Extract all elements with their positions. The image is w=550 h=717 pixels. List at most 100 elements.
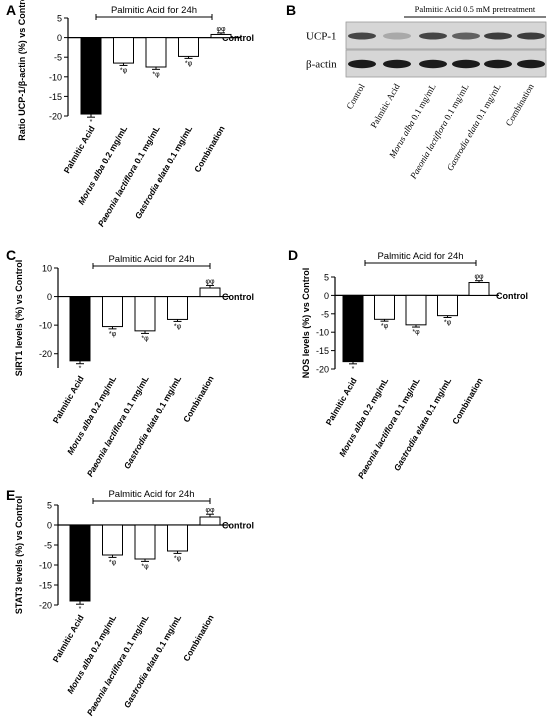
category-label: Paeonia lactiflora 0.1 mg/mL (85, 374, 151, 478)
ucp1-band (452, 32, 480, 40)
control-label: Control (496, 291, 528, 301)
bar (80, 37, 102, 115)
category-label: Palmitic Acid (324, 376, 359, 427)
y-axis-label: SIRT1 levels (%) vs Control (14, 260, 24, 377)
chart-panel-a: A 5 0 -5 -10 -15 -20 Ratio UCP-1/β-actin (%) vs… (6, 0, 254, 228)
bar (69, 296, 91, 362)
control-label: Control (222, 292, 254, 302)
label-suffix: 0.1 mg/mL (422, 376, 453, 419)
bar (167, 524, 188, 552)
label-suffix: 0.1 mg/mL (131, 124, 162, 167)
y-tick-label: 5 (324, 273, 329, 283)
y-tick-label: 0 (47, 521, 52, 531)
bar (374, 294, 395, 320)
blot-row-label: UCP-1 (306, 31, 337, 43)
label-suffix: 0.1 mg/mL (441, 82, 471, 124)
bar (437, 294, 458, 317)
significance-mark: * (90, 119, 93, 126)
label-italic: Morus alba (65, 412, 96, 456)
bar (102, 296, 123, 328)
bar (102, 524, 123, 556)
significance-mark-top: φφ (205, 507, 215, 514)
treatment-label: Palmitic Acid for 24h (377, 251, 463, 262)
label-suffix: 0.1 mg/mL (391, 376, 422, 419)
blot-panel: B Palmitic Acid 0.5 mM pretreatment UCP-1 β… (286, 2, 547, 181)
y-axis-label: NOS levels (%) vs Control (301, 268, 311, 379)
ucp1-band (383, 32, 411, 40)
y-tick-label: -20 (49, 112, 62, 122)
label-suffix: 0.2 mg/mL (87, 374, 118, 417)
panel-letter: E (6, 487, 15, 503)
significance-mark: * (79, 366, 82, 373)
blot-lane-label: Control (344, 82, 367, 111)
y-tick-label: -5 (54, 53, 62, 63)
bar (468, 282, 490, 296)
bar (69, 524, 91, 602)
significance-mark: * (352, 366, 355, 373)
y-tick-label: 0 (57, 33, 62, 43)
bar (178, 37, 199, 57)
y-tick-label: -10 (49, 72, 62, 82)
bar (134, 296, 156, 332)
category-label: Paeonia lactiflora 0.1 mg/mL (96, 124, 162, 228)
significance-mark-top: φφ (474, 274, 484, 281)
label-italic: Gastrodia elata (122, 412, 162, 470)
significance-mark: *φ (174, 555, 182, 562)
y-tick-label: -20 (39, 601, 52, 611)
y-tick-label: -15 (49, 92, 62, 102)
significance-mark: *φ (412, 329, 420, 336)
panel-letter: B (286, 2, 296, 18)
label-suffix: 0.1 mg/mL (163, 124, 194, 167)
ucp1-band (419, 32, 447, 40)
chart-panel-e: E 5 0 -5 -10 -15 -20 STAT3 levels (%) vs Contro… (6, 487, 254, 717)
significance-mark: * (79, 606, 82, 613)
category-label: Gastrodia elata 0.1 mg/mL (392, 376, 454, 473)
category-label: Gastrodia elata 0.1 mg/mL (122, 613, 184, 710)
control-label: Control (222, 521, 254, 531)
label-suffix: 0.1 mg/mL (152, 613, 183, 656)
label-suffix: 0.1 mg/mL (120, 374, 151, 417)
label-italic: Gastrodia elata (122, 651, 162, 709)
panel-letter: C (6, 247, 16, 263)
bar (199, 287, 221, 298)
blot-lane-label: Combination (504, 82, 536, 128)
category-label: Combination (192, 124, 227, 174)
blot-lane-label: Palmitic Acid (368, 82, 402, 130)
category-label: Palmitic Acid (51, 613, 86, 664)
y-axis-label: Ratio UCP-1/β-actin (%) vs Control (17, 0, 27, 141)
actin-band (348, 59, 376, 69)
significance-mark: *φ (381, 323, 389, 330)
control-label: Control (222, 33, 254, 43)
bar (199, 516, 221, 526)
y-tick-label: 10 (42, 264, 52, 274)
ucp1-band (348, 32, 376, 40)
label-suffix: 0.1 mg/mL (473, 82, 503, 124)
y-tick-label: -5 (321, 309, 329, 319)
actin-band (419, 59, 447, 69)
category-label: Combination (181, 613, 216, 663)
y-tick-label: -15 (316, 346, 329, 356)
chart-panel-c: C 10 0 -10 -20 SIRT1 levels (%) vs Control Con… (6, 247, 254, 478)
significance-mark: *φ (444, 319, 452, 326)
blot-header: Palmitic Acid 0.5 mM pretreatment (415, 4, 536, 14)
blot-lane-label: Paeonia lactiflora 0.1 mg/mL (408, 82, 471, 181)
label-suffix: 0.2 mg/mL (359, 376, 390, 419)
y-tick-label: -10 (39, 561, 52, 571)
bar (167, 296, 188, 320)
y-tick-label: -10 (316, 328, 329, 338)
panel-letter: D (288, 247, 298, 263)
actin-band (383, 59, 411, 69)
y-tick-label: 5 (47, 501, 52, 511)
label-suffix: 0.1 mg/mL (152, 374, 183, 417)
y-tick-label: -20 (39, 349, 52, 359)
actin-band (484, 59, 512, 69)
label-italic: Gastrodia elata (133, 162, 173, 220)
ucp1-band (517, 32, 545, 40)
category-label: Palmitic Acid (62, 124, 97, 175)
treatment-label: Palmitic Acid for 24h (111, 5, 197, 16)
y-axis-label: STAT3 levels (%) vs Control (14, 496, 24, 614)
chart-panel-d: D 5 0 -5 -10 -15 -20 NOS levels (%) vs Control C… (288, 247, 528, 480)
category-label: Gastrodia elata 0.1 mg/mL (133, 124, 195, 221)
label-suffix: 0.1 mg/mL (120, 613, 151, 656)
